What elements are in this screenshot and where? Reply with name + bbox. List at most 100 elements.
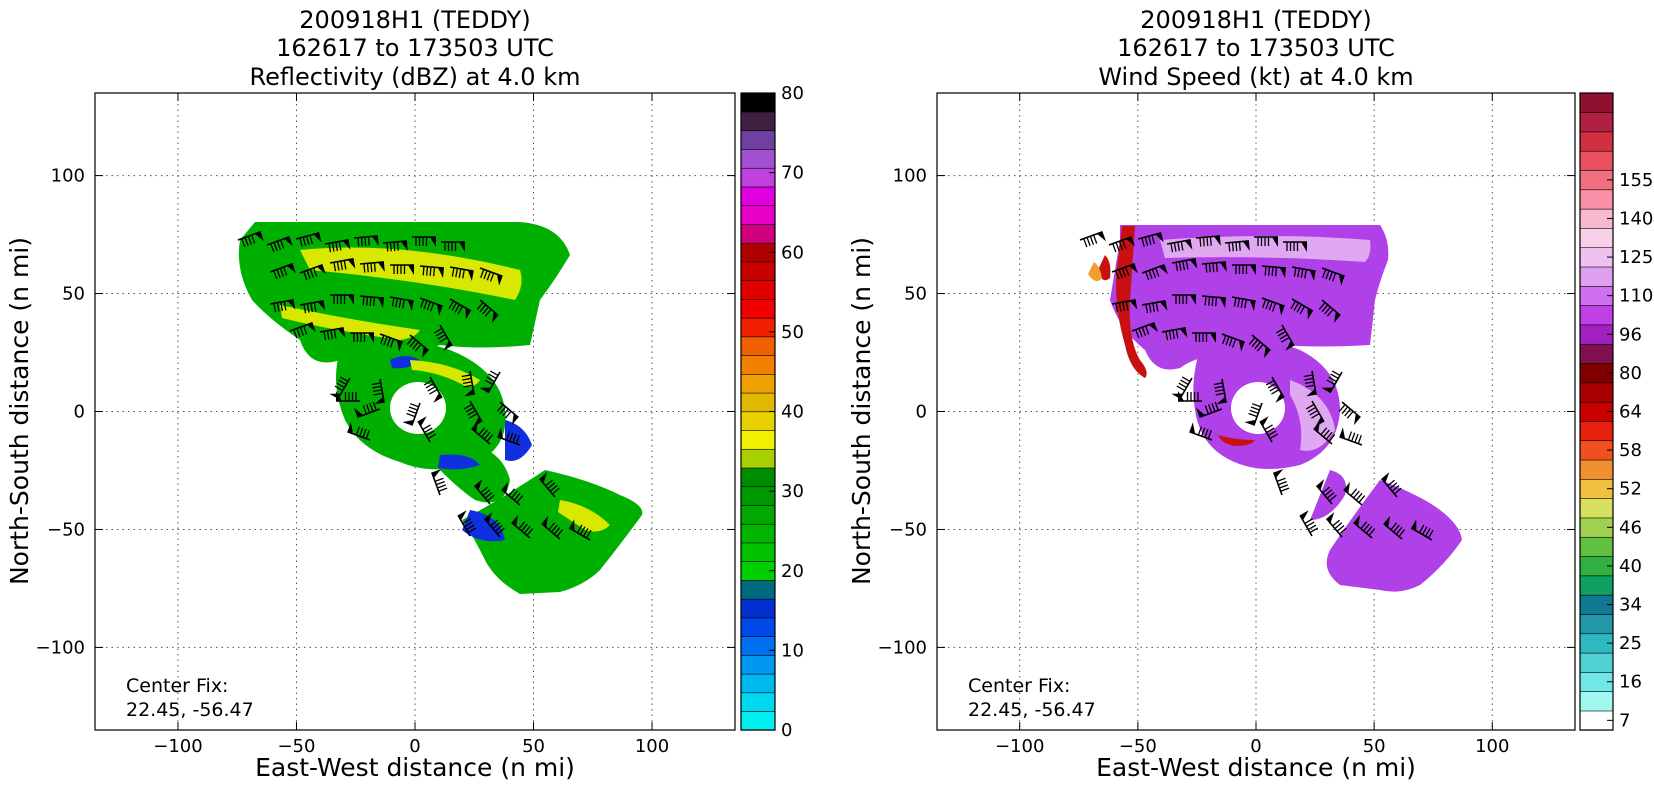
colorbar: 7 16 25 34 40 46 52 58 64 80 96 110 125 140 155 — [1579, 92, 1653, 731]
y-tick-label: 0 — [916, 402, 927, 423]
wind-barb — [433, 324, 453, 351]
panel-reflectivity: 200918H1 (TEDDY) 162617 to 173503 UTC Re… — [5, 6, 804, 782]
colorbar-segment — [740, 92, 776, 113]
x-tick-label: 0 — [409, 736, 420, 757]
colorbar-segment — [1579, 459, 1614, 480]
y-tick-label: −50 — [889, 519, 927, 540]
wind-strong-1 — [1116, 226, 1147, 378]
colorbar-segment — [740, 523, 776, 544]
colorbar-tick-label: 58 — [1619, 440, 1642, 461]
wind-barb — [449, 266, 474, 282]
wind-barb — [237, 231, 264, 248]
colorbar-segment — [740, 205, 776, 225]
colorbar-segment — [1579, 420, 1614, 442]
wind-barb — [1283, 241, 1307, 252]
wind-barb — [1343, 481, 1366, 506]
wind-barb — [461, 370, 475, 397]
wind-strong-4 — [1088, 262, 1102, 282]
wind-barb — [1313, 420, 1336, 445]
y-tick-label: −100 — [36, 637, 85, 658]
wind-barb — [1166, 239, 1193, 253]
title-line-2: 162617 to 173503 UTC — [276, 34, 554, 62]
echo-weak-3 — [438, 454, 480, 470]
colorbar-tick-label: 40 — [781, 402, 804, 423]
colorbar: 0 10 20 30 40 50 60 70 80 — [740, 83, 804, 741]
title-line-1: 200918H1 (TEDDY) — [1140, 6, 1371, 34]
colorbar-segment — [740, 317, 776, 338]
wind-barb — [350, 332, 374, 343]
wind-barb — [1192, 332, 1216, 343]
x-tick-label: −100 — [153, 736, 202, 757]
y-tick-label: −50 — [47, 519, 85, 540]
title-line-3: Reflectivity (dBZ) at 4.0 km — [250, 63, 581, 91]
wind-barb — [541, 515, 564, 540]
wind-barb — [1172, 294, 1196, 305]
wind-barb — [419, 297, 443, 316]
reflectivity-field — [237, 222, 643, 594]
colorbar-segment — [740, 354, 776, 375]
wind-barb — [1171, 258, 1198, 272]
colorbar-segment — [1579, 92, 1614, 113]
colorbar-segment — [740, 486, 776, 506]
wind-speed-field — [1079, 225, 1462, 592]
colorbar-tick-label: 30 — [781, 481, 804, 502]
wind-barb — [324, 239, 351, 253]
wind-barb — [1221, 333, 1245, 352]
colorbar-tick-label: 52 — [1619, 479, 1642, 500]
colorbar-tick-label: 16 — [1619, 672, 1642, 693]
colorbar-segment — [740, 654, 776, 675]
wind-barb — [1273, 469, 1290, 496]
y-tick-label: 50 — [62, 284, 85, 305]
wind-barb — [479, 370, 501, 394]
colorbar-segment — [740, 186, 776, 207]
colorbar-segment — [1579, 382, 1614, 403]
wind-barbs — [237, 231, 592, 541]
colorbar-segment — [1579, 131, 1614, 152]
echo-strong-1 — [300, 247, 522, 300]
wind-barb — [295, 232, 322, 247]
colorbar-tick-label: 110 — [1619, 286, 1653, 307]
y-tick-label: 100 — [893, 166, 927, 187]
colorbar-tick-label: 34 — [1619, 595, 1642, 616]
colorbar-tick-label: 80 — [781, 83, 804, 104]
x-tick-label: 100 — [635, 736, 669, 757]
colorbar-segment — [1579, 498, 1614, 519]
axis-ticks: −100 −50 0 50 100 −100 −50 0 50 100 — [36, 93, 735, 757]
wind-barb — [1339, 427, 1363, 446]
wind-barb — [1325, 512, 1347, 538]
colorbar-segment — [740, 598, 776, 619]
wind-barb — [1189, 422, 1213, 441]
wind-barb — [1201, 261, 1227, 273]
center-fix-value: 22.45, -56.47 — [968, 699, 1096, 721]
y-tick-label: 0 — [74, 402, 85, 423]
wind-barb — [1353, 514, 1376, 539]
wind-barb — [402, 402, 421, 426]
colorbar-segment — [740, 280, 776, 300]
x-tick-label: 0 — [1250, 736, 1261, 757]
colorbar-segment — [1579, 266, 1614, 287]
colorbar-segment — [740, 111, 776, 132]
y-tick-label: −100 — [878, 637, 927, 658]
wind-barb — [329, 258, 356, 272]
wind-barb — [568, 519, 592, 541]
colorbar-tick-label: 140 — [1619, 208, 1653, 229]
wind-spiral-arm — [1310, 470, 1346, 520]
colorbar-tick-label: 46 — [1619, 517, 1642, 538]
wind-barb — [1261, 297, 1285, 316]
wind-barb — [1315, 479, 1337, 505]
colorbar-tick-label: 10 — [781, 640, 804, 661]
wind-barb — [330, 294, 354, 305]
wind-barb — [483, 512, 505, 538]
x-tick-label: −100 — [995, 736, 1044, 757]
wind-barb — [1111, 299, 1138, 313]
wind-barb — [457, 510, 477, 537]
wind-barb — [1178, 391, 1202, 402]
wind-barb — [431, 469, 448, 496]
colorbar-tick-label: 20 — [781, 561, 804, 582]
wind-moderate-1 — [1160, 236, 1371, 262]
colorbar-segment — [740, 411, 776, 431]
colorbar-tick-label: 25 — [1619, 633, 1642, 654]
x-axis-label: East-West distance (n mi) — [1096, 753, 1416, 782]
colorbar-segment — [740, 261, 776, 281]
